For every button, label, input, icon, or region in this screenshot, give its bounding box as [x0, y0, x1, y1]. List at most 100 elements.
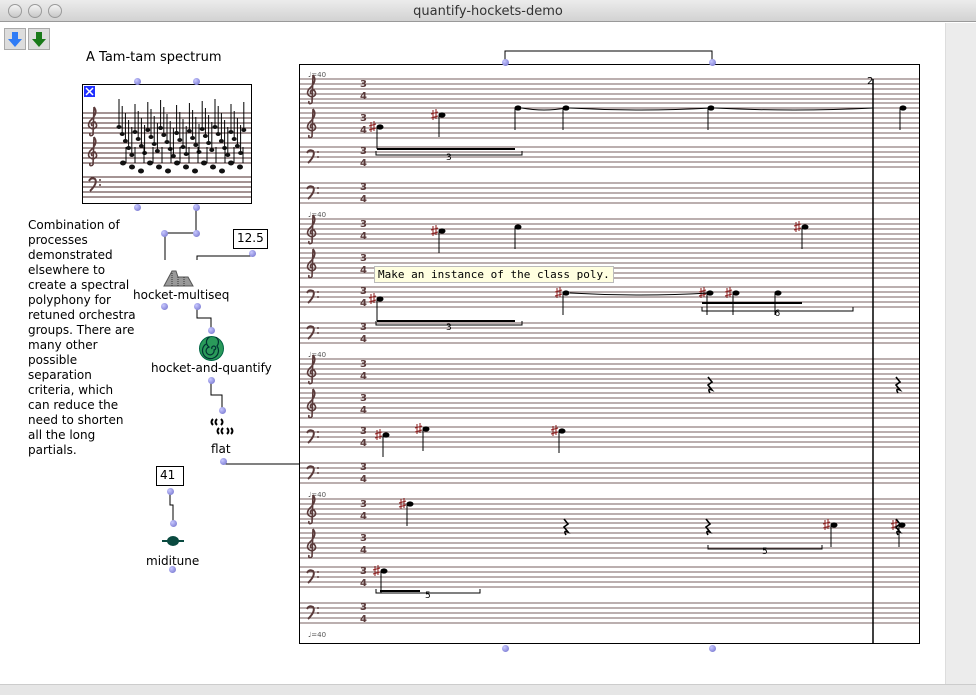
connection-wire — [210, 380, 223, 410]
flat-icon[interactable] — [209, 417, 235, 437]
inlet-outlet-dot[interactable] — [134, 78, 141, 85]
inlet-outlet-dot[interactable] — [249, 250, 256, 257]
note-head — [190, 136, 196, 140]
tie — [521, 107, 567, 111]
note-head — [801, 224, 809, 230]
note-head — [380, 568, 388, 574]
miditune-label: miditune — [146, 554, 200, 568]
number-box-41[interactable]: 41 — [156, 466, 184, 486]
note-head — [215, 132, 221, 136]
treble-clef-icon — [87, 106, 98, 137]
tempo-marking: ♩=40 — [308, 631, 326, 639]
note-head — [382, 432, 390, 438]
note-head — [148, 135, 154, 139]
hocket-multiseq-icon[interactable] — [162, 267, 194, 287]
note-head — [202, 134, 208, 138]
inlet-outlet-dot[interactable] — [709, 645, 716, 652]
note-head — [126, 146, 132, 150]
spectrum-mini-score — [83, 99, 251, 198]
note-head — [241, 128, 247, 132]
note-head — [234, 144, 240, 148]
bass-clef-icon — [306, 465, 315, 480]
sharp-icon — [550, 425, 559, 436]
inlet-outlet-dot[interactable] — [170, 520, 177, 527]
hocket-and-quantify-spiral-icon[interactable] — [199, 336, 224, 361]
bass-clef-dot — [317, 607, 319, 609]
tuplet-bracket — [375, 151, 523, 156]
note-head — [376, 124, 384, 130]
treble-clef-icon — [87, 136, 98, 167]
inlet-outlet-dot[interactable] — [161, 303, 168, 310]
sharp-icon — [724, 287, 733, 298]
note-head — [219, 168, 225, 174]
note-head — [151, 142, 157, 146]
note-head — [193, 143, 199, 147]
number-box-12-5[interactable]: 12.5 — [233, 229, 268, 249]
inlet-outlet-dot[interactable] — [208, 327, 215, 334]
note-head — [422, 426, 430, 432]
bass-clef-dot — [317, 192, 319, 194]
close-button[interactable] — [8, 4, 22, 18]
inlet-outlet-dot[interactable] — [502, 59, 509, 66]
lock-x-icon[interactable] — [84, 86, 96, 98]
treble-clef-icon — [306, 108, 317, 139]
time-signature-denominator: 4 — [360, 194, 367, 205]
green-down-arrow-icon[interactable] — [28, 28, 50, 50]
zoom-button[interactable] — [48, 4, 62, 18]
sharp-icon — [890, 519, 899, 530]
bass-clef-icon — [306, 289, 315, 304]
time-signature-numerator: 3 — [360, 533, 367, 544]
time-signature-numerator: 3 — [360, 499, 367, 510]
time-signature-denominator: 4 — [360, 158, 367, 169]
tempo-marking: ♩=40 — [308, 491, 326, 499]
inlet-outlet-dot[interactable] — [167, 488, 174, 495]
connection-wire — [169, 491, 174, 523]
treble-clef-icon — [306, 214, 317, 245]
tuplet-number: 3 — [446, 323, 452, 333]
sharp-icon — [430, 109, 439, 120]
inlet-outlet-dot[interactable] — [709, 59, 716, 66]
inlet-outlet-dot[interactable] — [208, 377, 215, 384]
time-signature-numerator: 3 — [360, 219, 367, 230]
note-head — [180, 145, 186, 149]
time-signature-denominator: 4 — [360, 614, 367, 625]
inlet-outlet-dot[interactable] — [193, 230, 200, 237]
tuplet-number: 6 — [775, 309, 781, 319]
note-head — [145, 128, 151, 132]
bass-clef-icon — [306, 325, 315, 340]
time-signature-numerator: 3 — [360, 359, 367, 370]
poly-score-box[interactable]: ♩=40 3 4 3 4 3 4 3 4 ♩=40 3 4 3 4 3 4 3 4 ♩=40 3 4 3 4 3 4 3 4 ♩=40… — [299, 64, 920, 644]
bass-clef-dot — [317, 612, 319, 614]
tuplet-bracket — [701, 307, 854, 312]
spectrum-chord-seq-box[interactable] — [82, 84, 252, 204]
time-signature-denominator: 4 — [360, 125, 367, 136]
note-head — [406, 501, 414, 507]
inlet-outlet-dot[interactable] — [161, 230, 168, 237]
inlet-outlet-dot[interactable] — [219, 407, 226, 414]
inlet-outlet-dot[interactable] — [134, 204, 141, 211]
note-head — [183, 164, 189, 170]
inlet-outlet-dot[interactable] — [194, 303, 201, 310]
inlet-outlet-dot[interactable] — [169, 566, 176, 573]
blue-down-arrow-icon[interactable] — [4, 28, 26, 50]
note-head — [514, 105, 522, 111]
inlet-outlet-dot[interactable] — [193, 78, 200, 85]
bass-clef-dot — [317, 472, 319, 474]
sharp-icon — [414, 423, 423, 434]
tie — [569, 292, 711, 296]
minimize-button[interactable] — [28, 4, 42, 18]
time-signature-numerator: 3 — [360, 322, 367, 333]
inlet-outlet-dot[interactable] — [220, 458, 227, 465]
note-head — [138, 168, 144, 174]
time-signature-denominator: 4 — [360, 91, 367, 102]
note-head — [562, 290, 570, 296]
inlet-outlet-dot[interactable] — [193, 204, 200, 211]
rest-icon — [704, 518, 713, 536]
inlet-outlet-dot[interactable] — [502, 645, 509, 652]
note-head — [209, 148, 215, 152]
note-head — [142, 151, 148, 155]
time-signature-denominator: 4 — [360, 438, 367, 449]
sharp-icon — [430, 225, 439, 236]
scrollbar[interactable] — [945, 23, 976, 695]
window-title: quantify-hockets-demo — [413, 4, 563, 19]
